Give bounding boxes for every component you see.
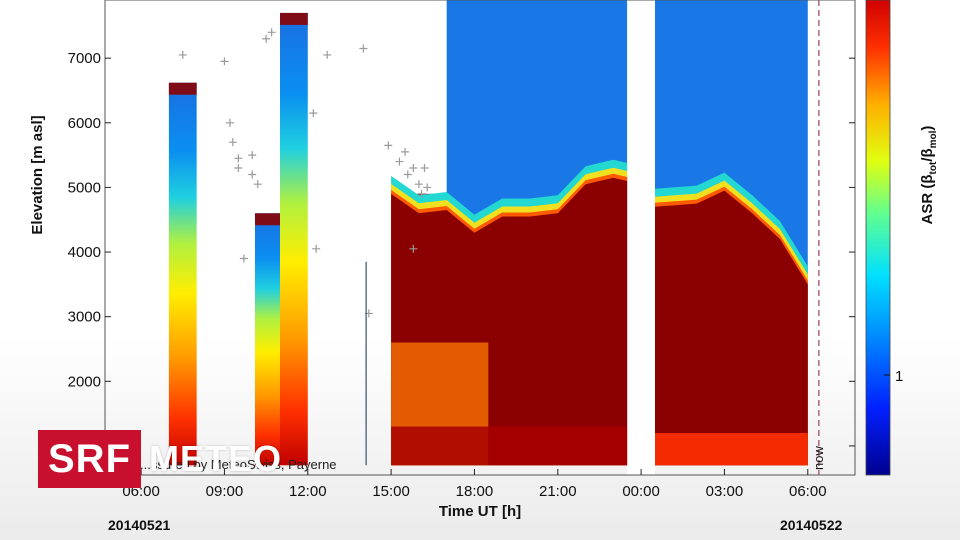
- colorbar-label: ASR (βtot/βmol): [919, 126, 939, 225]
- surface-layer-band-night: [655, 432, 808, 466]
- segment-top-edge: [280, 12, 308, 25]
- end-date: 20140522: [780, 517, 843, 533]
- cloud-base-mark: [262, 34, 271, 43]
- colorbar-label-mid: /β: [919, 148, 936, 161]
- cloud-base-mark: [403, 170, 412, 179]
- colorbar: [865, 0, 891, 476]
- y-tick-label: 5000: [68, 179, 101, 196]
- srf-meteo-logo: SRF METEO: [38, 430, 282, 488]
- x-tick-label: 03:00: [706, 483, 744, 500]
- cloud-base-mark: [409, 244, 418, 253]
- y-tick-label: 4000: [68, 244, 101, 261]
- x-axis-label: Time UT [h]: [439, 503, 521, 520]
- data-segment: [168, 82, 197, 466]
- cloud-base-mark: [309, 109, 318, 118]
- cloud-base-mark: [220, 57, 229, 66]
- now-label: now: [811, 446, 826, 470]
- credit-text: ...ssured by MeteoSwiss, Payerne: [140, 457, 337, 472]
- cloud-base-mark: [384, 141, 393, 150]
- x-tick-label: 00:00: [622, 483, 660, 500]
- x-tick-label: 15:00: [372, 483, 410, 500]
- x-tick-label: 06:00: [789, 483, 827, 500]
- cloud-base-mark: [409, 164, 418, 173]
- cloud-base-mark: [248, 151, 257, 160]
- start-date: 20140521: [108, 517, 171, 533]
- aerosol-core: [391, 177, 808, 466]
- y-tick-label: 6000: [68, 115, 101, 132]
- cloud-base-mark: [267, 28, 276, 37]
- data-segment: [255, 213, 280, 466]
- x-tick-label: 09:00: [206, 483, 244, 500]
- colorbar-label-sub1: tot: [928, 161, 939, 174]
- x-tick-label: 18:00: [456, 483, 494, 500]
- cloud-base-mark: [420, 164, 429, 173]
- cloud-base-mark: [417, 189, 426, 198]
- cloud-base-mark: [423, 183, 432, 192]
- cloud-base-mark: [234, 164, 243, 173]
- cloud-base-mark: [234, 154, 243, 163]
- colorbar-label-main: ASR (β: [919, 174, 936, 224]
- y-tick-label: 2000: [68, 373, 101, 390]
- cloud-base-mark: [395, 157, 404, 166]
- plot-area: [168, 0, 808, 475]
- cloud-layer: [391, 0, 808, 475]
- y-axis-label: Elevation [m asl]: [29, 115, 46, 234]
- logo-box: SRF: [38, 430, 141, 488]
- cloud-base-mark: [401, 147, 409, 156]
- logo-text: METEO: [149, 438, 283, 479]
- cloud-base-mark: [253, 180, 262, 189]
- cloud-base-mark: [226, 118, 234, 127]
- segment-top-edge: [168, 82, 197, 95]
- cloud-base-mark: [228, 138, 237, 147]
- x-tick-label: 21:00: [539, 483, 577, 500]
- data-gap: [627, 0, 655, 475]
- colorbar-tick-label: 1: [895, 368, 903, 385]
- cloud-base-mark: [178, 50, 187, 59]
- cloud-base-mark: [312, 244, 321, 253]
- cloud-base-mark: [359, 44, 368, 53]
- x-tick-label: 12:00: [289, 483, 327, 500]
- y-tick-label: 7000: [68, 50, 101, 67]
- cloud-base-mark: [323, 50, 332, 59]
- cloud-base-marks: [178, 28, 432, 466]
- cloud-base-mark: [239, 254, 248, 263]
- surface-layer-band: [391, 426, 628, 466]
- y-tick-label: 3000: [68, 309, 101, 326]
- data-segment: [280, 12, 308, 466]
- plot-frame: [104, 0, 856, 476]
- cloud-base-mark: [414, 180, 423, 189]
- colorbar-label-end: ): [919, 126, 936, 131]
- colorbar-label-sub2: mol: [928, 130, 939, 148]
- cloud-base-mark: [248, 170, 257, 179]
- segment-top-edge: [255, 213, 280, 226]
